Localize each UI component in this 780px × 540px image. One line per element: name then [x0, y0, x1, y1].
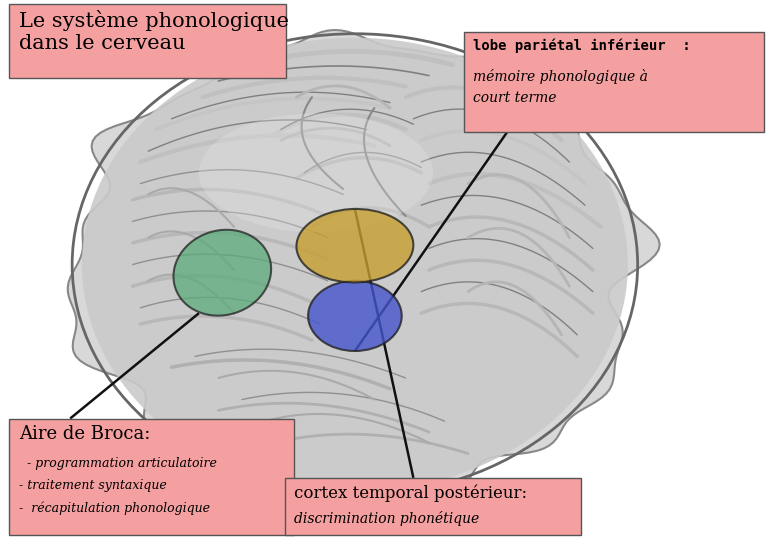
FancyBboxPatch shape: [9, 4, 286, 78]
FancyBboxPatch shape: [285, 478, 581, 535]
Text: lobe pariétal inférieur  :: lobe pariétal inférieur :: [473, 39, 691, 53]
Ellipse shape: [82, 38, 628, 491]
Text: discrimination phonétique: discrimination phonétique: [294, 511, 479, 526]
Text: - programmation articulatoire
- traitement syntaxique
-  récapitulation phonolog: - programmation articulatoire - traiteme…: [19, 457, 217, 515]
Text: cortex temporal postérieur:: cortex temporal postérieur:: [294, 484, 527, 502]
Text: mémoire phonologique à
court terme: mémoire phonologique à court terme: [473, 69, 648, 105]
Text: Le système phonologique
dans le cerveau: Le système phonologique dans le cerveau: [19, 10, 289, 53]
Ellipse shape: [199, 113, 433, 232]
Ellipse shape: [296, 209, 413, 282]
PathPatch shape: [68, 30, 660, 507]
FancyBboxPatch shape: [9, 418, 294, 535]
FancyBboxPatch shape: [464, 32, 764, 132]
Ellipse shape: [173, 230, 271, 316]
Ellipse shape: [308, 281, 402, 351]
Text: Aire de Broca:: Aire de Broca:: [19, 425, 150, 443]
